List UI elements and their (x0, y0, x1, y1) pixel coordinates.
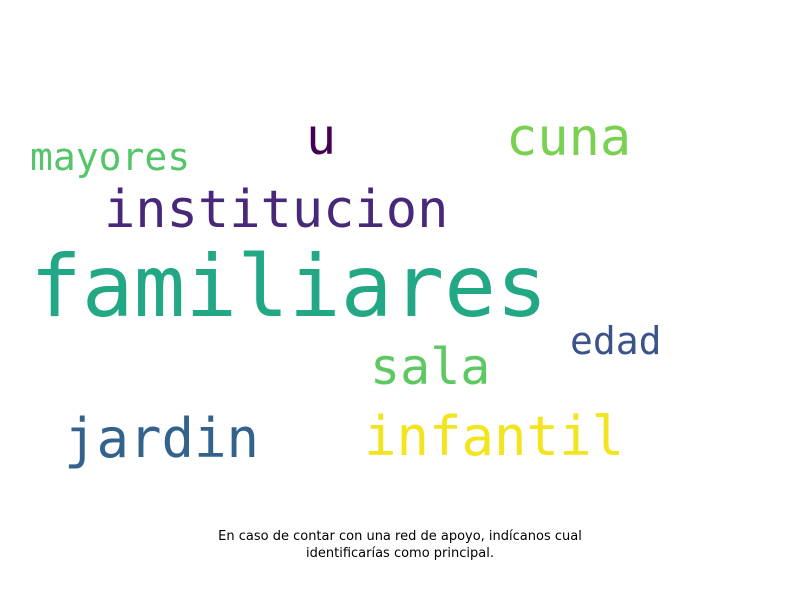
word-edad: edad (570, 319, 662, 363)
word-institucion: institucion (104, 180, 449, 240)
caption-line-1: En caso de contar con una red de apoyo, … (218, 529, 582, 544)
word-jardin: jardin (64, 407, 260, 470)
caption-line-2: identificarías como principal. (306, 546, 494, 561)
word-sala: sala (370, 338, 491, 396)
word-infantil: infantil (364, 405, 625, 468)
word-mayores: mayores (30, 135, 191, 179)
word-familiares: familiares (30, 237, 548, 337)
chart-caption: En caso de contar con una red de apoyo, … (0, 528, 800, 562)
word-u: u (306, 108, 337, 166)
word-cuna: cuna (506, 108, 632, 168)
